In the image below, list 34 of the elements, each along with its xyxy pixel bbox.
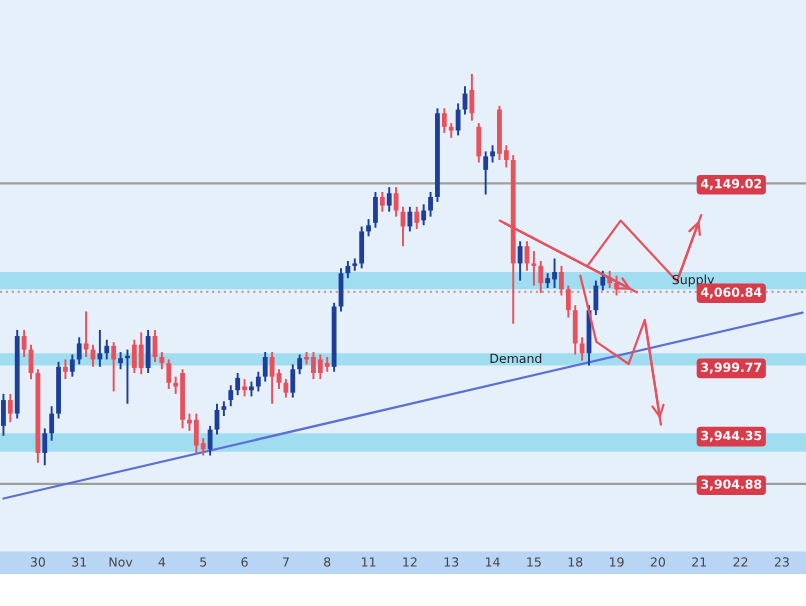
candlestick: [379, 191, 385, 213]
candlestick: [131, 338, 137, 374]
candlestick: [317, 353, 323, 381]
candlestick: [407, 205, 413, 233]
candlestick: [262, 351, 268, 383]
candlestick: [166, 358, 172, 390]
candlestick: [104, 338, 110, 361]
candlestick: [111, 341, 117, 393]
candlestick: [469, 72, 475, 122]
candlestick: [517, 240, 523, 282]
candlestick: [552, 257, 557, 290]
candlestick: [311, 351, 316, 381]
candlestick: [228, 384, 234, 408]
candlestick: [193, 412, 199, 454]
candlestick: [373, 191, 378, 229]
candlestick: [63, 358, 68, 381]
candlestick: [441, 107, 447, 134]
candlestick: [7, 392, 13, 424]
candlestick: [1, 392, 6, 437]
candlestick: [180, 368, 185, 430]
candlestick: [138, 331, 144, 376]
candlestick: [414, 205, 420, 230]
candlestick: [538, 259, 544, 294]
candlestick: [76, 336, 82, 366]
candlestick: [290, 363, 296, 399]
candlestick: [145, 328, 151, 374]
candlestick: [421, 203, 427, 227]
candlestick: [269, 351, 275, 405]
candlestick: [386, 186, 392, 213]
candlestick: [359, 225, 365, 270]
candlestick: [497, 104, 502, 161]
candlestick: [97, 328, 103, 368]
candlestick: [483, 150, 489, 196]
candlestick: [476, 122, 482, 164]
